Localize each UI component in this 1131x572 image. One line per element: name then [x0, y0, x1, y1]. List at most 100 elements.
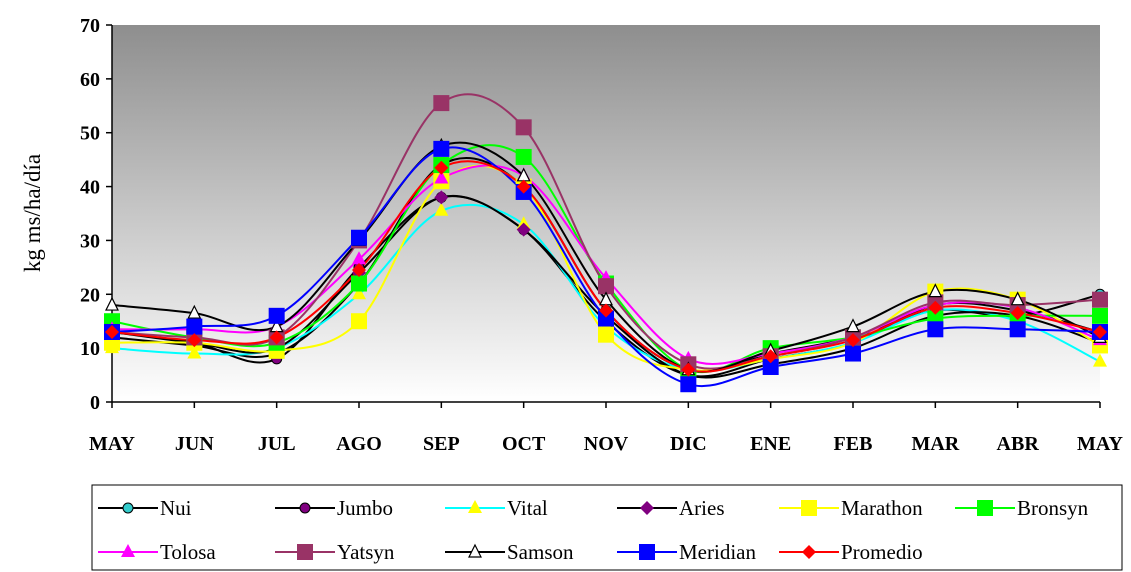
legend-item-marathon: Marathon — [779, 496, 923, 520]
point-bronsyn — [515, 148, 532, 165]
y-axis-title: kg ms/ha/día — [20, 154, 45, 272]
x-tick-label: MAY — [1077, 433, 1123, 455]
legend-item-meridian: Meridian — [617, 540, 756, 564]
legend-marker-samson — [468, 543, 482, 558]
x-tick-label: MAY — [89, 433, 135, 455]
legend-box — [91, 484, 1123, 571]
point-promedio — [269, 330, 284, 345]
legend-label-marathon: Marathon — [841, 496, 923, 520]
legend-label-samson: Samson — [507, 540, 574, 564]
point-meridian — [598, 310, 614, 327]
point-meridian — [762, 358, 779, 375]
point-promedio — [599, 303, 613, 318]
x-tick-label: SEP — [423, 433, 460, 455]
y-tick-label: 30 — [80, 230, 100, 252]
point-meridian — [351, 229, 367, 246]
point-yatsyn — [1092, 291, 1108, 308]
y-tick-label: 60 — [80, 69, 100, 91]
x-tick-label: JUL — [258, 433, 296, 455]
legend-marker-promedio — [802, 545, 816, 559]
y-tick-label: 70 — [80, 15, 100, 37]
point-marathon — [351, 313, 367, 330]
legend-label-jumbo: Jumbo — [337, 496, 393, 520]
legend-marker-yatsyn — [297, 544, 313, 560]
point-promedio — [1093, 324, 1107, 339]
legend-item-vital: Vital — [445, 496, 548, 520]
point-meridian — [680, 376, 697, 393]
axes: 0 10 20 30 40 50 60 70 MAY JUN JUL AGO SEP OCT NOV DIC E… — [80, 15, 1124, 455]
legend-item-jumbo: Jumbo — [275, 496, 393, 520]
point-samson — [187, 304, 202, 319]
legend-item-aries: Aries — [617, 496, 725, 520]
point-promedio — [187, 333, 202, 348]
legend-marker-jumbo — [299, 502, 311, 514]
y-tick-label: 50 — [80, 123, 100, 145]
point-samson — [1010, 291, 1025, 306]
point-promedio — [763, 349, 778, 364]
x-tick-label: ABR — [997, 433, 1040, 455]
x-tick-label: AGO — [336, 433, 382, 455]
point-tolosa — [352, 251, 366, 265]
legend-marker-tolosa — [121, 544, 135, 557]
legend-label-aries: Aries — [679, 496, 725, 520]
point-yatsyn — [433, 95, 450, 112]
legend-label-promedio: Promedio — [841, 540, 923, 564]
legend-label-tolosa: Tolosa — [160, 540, 216, 564]
point-meridian — [433, 140, 450, 157]
point-bronsyn — [351, 275, 367, 292]
point-promedio — [434, 160, 449, 175]
y-tick-label: 20 — [80, 284, 100, 306]
legend-marker-meridian — [639, 544, 655, 560]
y-tick-label: 0 — [90, 392, 100, 414]
point-samson — [105, 296, 119, 311]
legend-label-yatsyn: Yatsyn — [337, 540, 395, 564]
legend-item-bronsyn: Bronsyn — [955, 496, 1089, 520]
legend-label-meridian: Meridian — [679, 540, 756, 564]
point-promedio — [105, 324, 119, 339]
point-marathon — [598, 326, 614, 343]
legend-item-tolosa: Tolosa — [98, 540, 216, 564]
legend-item-promedio: Promedio — [779, 540, 923, 564]
point-promedio — [928, 300, 943, 315]
legend-label-bronsyn: Bronsyn — [1017, 496, 1089, 520]
point-promedio — [846, 333, 860, 348]
point-meridian — [268, 307, 285, 324]
point-tolosa — [434, 170, 449, 184]
point-vital — [1093, 353, 1107, 367]
legend-marker-marathon — [801, 500, 817, 516]
legend-marker-vital — [468, 500, 482, 513]
point-meridian — [1009, 321, 1026, 338]
legend-item-yatsyn: Yatsyn — [275, 540, 395, 564]
x-tick-label: OCT — [502, 433, 546, 455]
legend-label-nui: Nui — [160, 496, 192, 520]
x-tick-label: NOV — [584, 433, 629, 455]
point-meridian — [845, 345, 861, 362]
point-yatsyn — [598, 278, 614, 295]
series-markers — [104, 95, 1108, 393]
legend-item-nui: Nui — [98, 496, 192, 520]
legend: Nui Jumbo Vital Aries Marathon Bronsyn Tolosa Y… — [91, 484, 1123, 571]
y-tick-label: 40 — [80, 177, 100, 199]
point-aries — [516, 222, 531, 237]
x-tick-label: MAR — [911, 433, 959, 455]
point-samson — [846, 318, 860, 333]
point-vital — [187, 345, 202, 359]
point-vital — [434, 202, 449, 216]
point-yatsyn — [515, 119, 532, 136]
legend-marker-aries — [640, 501, 654, 515]
x-tick-label: DIC — [670, 433, 707, 455]
point-promedio — [352, 263, 366, 278]
x-tick-label: ENE — [750, 433, 791, 455]
legend-item-samson: Samson — [445, 540, 574, 564]
point-promedio — [681, 362, 696, 377]
point-meridian — [186, 318, 203, 335]
legend-marker-bronsyn — [977, 500, 993, 516]
legend-label-vital: Vital — [507, 496, 548, 520]
point-meridian — [927, 321, 944, 338]
point-promedio — [516, 179, 531, 194]
x-tick-label: JUN — [175, 433, 214, 455]
point-samson — [928, 283, 943, 298]
point-promedio — [1010, 306, 1025, 321]
point-bronsyn — [1092, 307, 1108, 324]
